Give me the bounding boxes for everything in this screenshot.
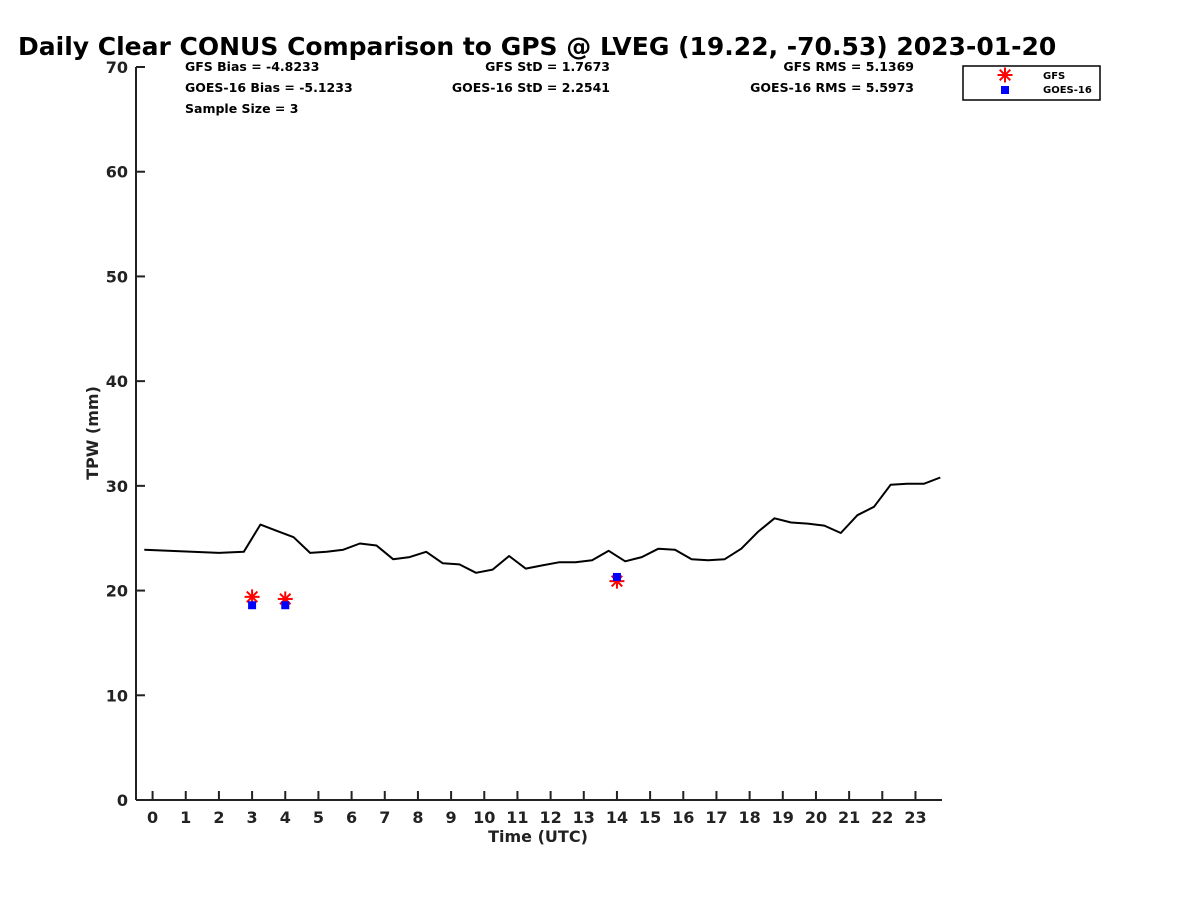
x-tick-label: 21 [838, 808, 860, 827]
legend-goes-marker [1001, 86, 1009, 94]
x-tick-label: 6 [346, 808, 357, 827]
x-tick-label: 20 [805, 808, 827, 827]
x-tick-label: 0 [147, 808, 158, 827]
plot-area [144, 476, 941, 610]
y-tick-label: 70 [106, 58, 128, 77]
legend-gfs-marker [997, 67, 1013, 83]
goes16-point [248, 601, 257, 610]
x-tick-label: 5 [313, 808, 324, 827]
legend-gfs-star-icon [997, 67, 1013, 83]
axes [135, 67, 942, 801]
y-tick-label: 30 [106, 477, 128, 496]
legend-gfs-label: GFS [1043, 71, 1065, 82]
x-tick-label: 18 [738, 808, 760, 827]
y-tick-label: 50 [106, 267, 128, 286]
chart-title: Daily Clear CONUS Comparison to GPS @ LV… [18, 32, 1056, 61]
y-tick-label: 0 [117, 791, 128, 810]
legend: GFS GOES-16 [962, 65, 1101, 101]
x-tick-label: 19 [772, 808, 794, 827]
gps-tpw-line [144, 476, 941, 574]
stat-gfs-std: GFS StD = 1.7673 [485, 59, 610, 74]
x-tick-label: 22 [871, 808, 893, 827]
x-tick-label: 11 [506, 808, 528, 827]
stat-goes-bias: GOES-16 Bias = -5.1233 [185, 80, 353, 95]
y-tick-label: 60 [106, 163, 128, 182]
x-tick-label: 12 [539, 808, 561, 827]
stat-goes-rms: GOES-16 RMS = 5.5973 [750, 80, 914, 95]
x-tick-label: 16 [672, 808, 694, 827]
legend-goes-label: GOES-16 [1043, 85, 1092, 96]
legend-goes-square-icon [1001, 86, 1009, 94]
y-tick-label: 10 [106, 686, 128, 705]
x-ticks: 0 1 2 3 4 5 6 7 8 9 10 11 12 13 14 15 16 17 18 19 20 21 22 23 [147, 791, 927, 827]
x-tick-label: 8 [412, 808, 423, 827]
x-tick-label: 1 [180, 808, 191, 827]
stat-gfs-bias: GFS Bias = -4.8233 [185, 59, 319, 74]
x-tick-label: 17 [705, 808, 727, 827]
x-tick-label: 7 [379, 808, 390, 827]
x-tick-label: 10 [473, 808, 495, 827]
goes16-point [612, 572, 621, 581]
legend-box [962, 65, 1101, 101]
stat-gfs-rms: GFS RMS = 5.1369 [783, 59, 914, 74]
x-tick-label: 4 [280, 808, 291, 827]
goes16-point [281, 601, 290, 610]
stat-goes-std: GOES-16 StD = 2.2541 [452, 80, 610, 95]
y-axis-label: TPW (mm) [83, 386, 102, 480]
x-tick-label: 2 [213, 808, 224, 827]
x-tick-label: 14 [606, 808, 628, 827]
y-tick-label: 20 [106, 582, 128, 601]
x-tick-label: 3 [247, 808, 258, 827]
x-tick-label: 15 [639, 808, 661, 827]
stat-sample-size: Sample Size = 3 [185, 101, 298, 116]
y-ticks: 0 10 20 30 40 50 60 70 [106, 58, 145, 810]
x-tick-label: 13 [573, 808, 595, 827]
x-tick-label: 9 [446, 808, 457, 827]
y-tick-label: 40 [106, 372, 128, 391]
x-axis-label: Time (UTC) [488, 827, 588, 846]
x-tick-label: 23 [904, 808, 926, 827]
